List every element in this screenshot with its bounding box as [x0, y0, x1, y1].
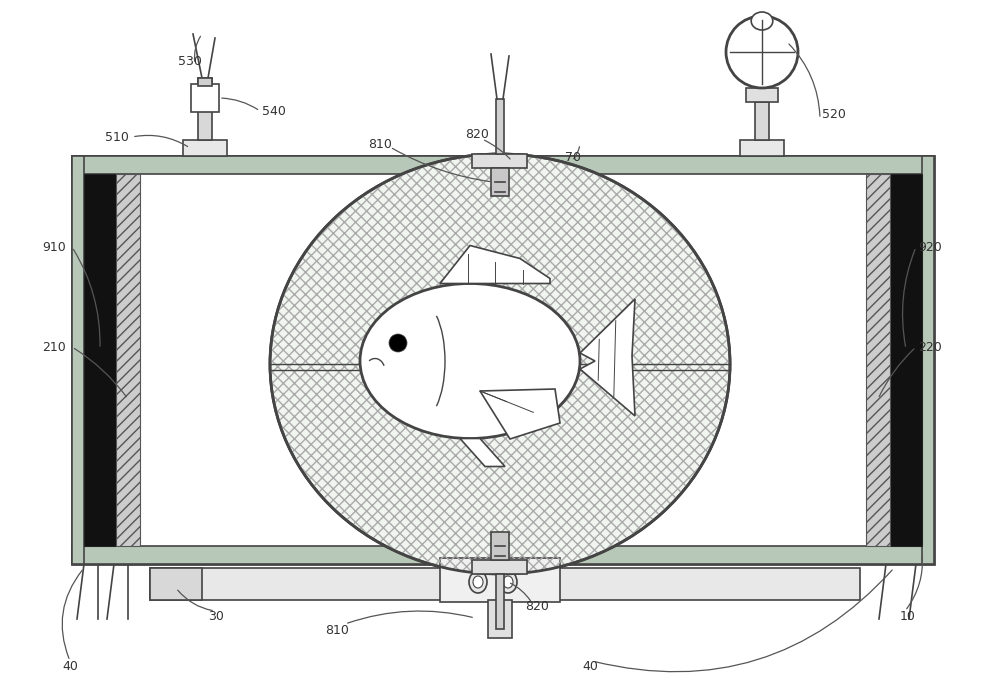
Text: 220: 220 — [918, 340, 942, 354]
Ellipse shape — [499, 571, 517, 593]
Ellipse shape — [360, 284, 580, 438]
Bar — [84, 168, 922, 552]
Text: 30: 30 — [208, 610, 224, 624]
Bar — [198, 78, 212, 140]
Text: 810: 810 — [325, 624, 349, 637]
Polygon shape — [480, 389, 560, 439]
Bar — [198, 78, 212, 86]
Bar — [191, 84, 219, 112]
Circle shape — [389, 334, 407, 352]
Text: 40: 40 — [582, 661, 598, 674]
Polygon shape — [580, 299, 635, 416]
Bar — [491, 532, 509, 560]
Text: 530: 530 — [178, 55, 202, 68]
Text: 210: 210 — [42, 340, 66, 354]
Text: 820: 820 — [525, 600, 549, 614]
Bar — [755, 102, 769, 140]
Text: 810: 810 — [368, 138, 392, 150]
Ellipse shape — [503, 576, 513, 588]
Bar — [922, 156, 934, 564]
Bar — [488, 600, 512, 638]
Bar — [72, 156, 84, 564]
Text: 820: 820 — [465, 127, 489, 140]
Bar — [496, 574, 504, 629]
Bar — [150, 568, 860, 600]
Text: 540: 540 — [262, 104, 286, 117]
Bar — [183, 140, 227, 156]
Bar — [72, 156, 934, 564]
Bar — [890, 174, 922, 546]
Bar — [472, 154, 527, 168]
Text: 520: 520 — [822, 108, 846, 120]
Ellipse shape — [270, 154, 730, 574]
Bar — [496, 99, 504, 154]
Text: 510: 510 — [105, 131, 129, 143]
Polygon shape — [440, 245, 550, 284]
Text: 70: 70 — [565, 150, 581, 164]
Text: 10: 10 — [900, 610, 916, 624]
Polygon shape — [460, 438, 505, 466]
Bar — [472, 560, 527, 574]
Bar — [740, 140, 784, 156]
Bar — [116, 174, 140, 546]
Circle shape — [726, 16, 798, 88]
Bar — [72, 156, 934, 174]
Ellipse shape — [469, 571, 487, 593]
Text: 40: 40 — [62, 661, 78, 674]
Ellipse shape — [473, 576, 483, 588]
Text: 910: 910 — [42, 240, 66, 254]
Bar — [866, 174, 890, 546]
Bar — [72, 546, 934, 564]
Bar — [150, 568, 202, 600]
Ellipse shape — [751, 12, 773, 30]
Bar — [746, 88, 778, 102]
Bar — [84, 174, 116, 546]
Text: 920: 920 — [918, 240, 942, 254]
Bar — [440, 558, 560, 602]
Bar — [491, 168, 509, 196]
